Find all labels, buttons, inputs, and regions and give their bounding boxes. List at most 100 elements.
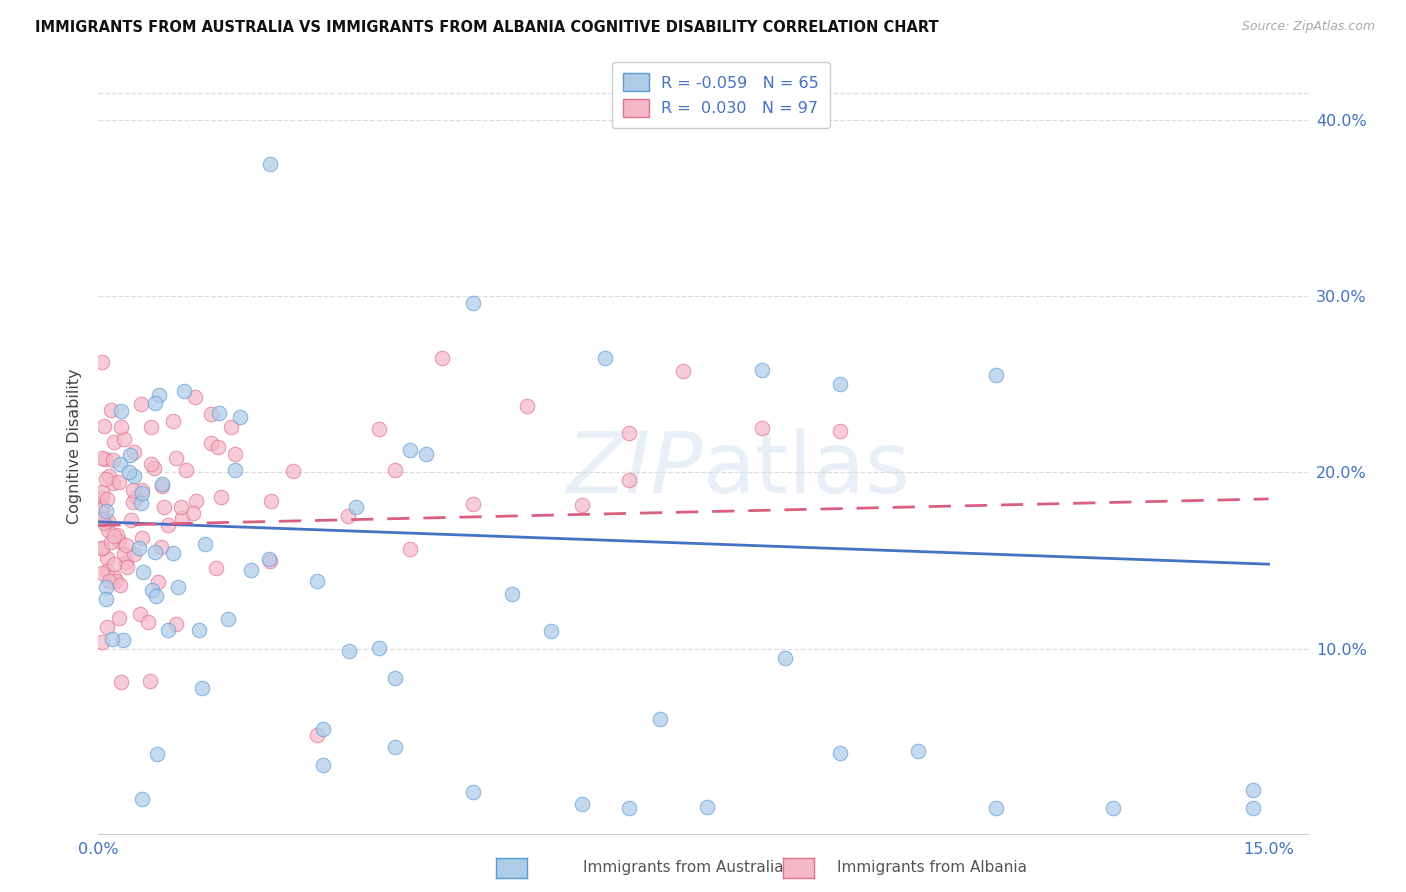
Point — [96, 564, 118, 578]
Point — [156, 518, 179, 533]
Point — [516, 399, 538, 413]
Point — [96, 591, 118, 606]
Point — [260, 493, 283, 508]
Point — [96, 551, 118, 566]
Point — [143, 545, 166, 559]
Point — [115, 560, 138, 574]
Point — [94, 451, 117, 466]
Point — [187, 623, 209, 637]
Point — [122, 445, 145, 459]
Point — [108, 457, 131, 471]
Point — [173, 384, 195, 398]
Point — [165, 617, 187, 632]
Point — [751, 421, 773, 435]
Point — [200, 407, 222, 421]
Point — [91, 502, 114, 516]
Point — [91, 566, 114, 580]
Point — [617, 800, 640, 814]
Point — [146, 574, 169, 589]
Point — [139, 419, 162, 434]
Point — [219, 420, 242, 434]
Point — [430, 351, 453, 365]
Point — [91, 484, 114, 499]
Point — [207, 440, 229, 454]
Point — [122, 495, 145, 509]
Point — [91, 354, 114, 368]
Point — [150, 476, 173, 491]
Point — [162, 414, 184, 428]
Point — [337, 508, 360, 523]
Point — [461, 296, 484, 310]
Point — [105, 574, 128, 588]
Point — [461, 785, 484, 799]
Point — [399, 442, 422, 457]
Point — [368, 422, 391, 436]
Point — [108, 578, 131, 592]
Point — [143, 396, 166, 410]
Point — [148, 388, 170, 402]
Point — [186, 493, 208, 508]
Point — [131, 483, 153, 498]
Point — [122, 483, 145, 497]
Point — [93, 419, 115, 434]
Point — [259, 554, 281, 568]
Point — [208, 406, 231, 420]
Point — [98, 574, 121, 588]
Point — [131, 531, 153, 545]
Point — [103, 453, 125, 467]
Point — [91, 541, 114, 555]
Point — [91, 512, 114, 526]
Point — [141, 583, 163, 598]
Point — [129, 397, 152, 411]
Text: atlas: atlas — [703, 428, 911, 511]
Point — [239, 563, 262, 577]
Point — [907, 744, 929, 758]
Point — [146, 747, 169, 761]
Point — [595, 351, 617, 365]
Point — [205, 560, 228, 574]
Point — [344, 500, 367, 514]
Point — [200, 435, 222, 450]
Point — [150, 479, 173, 493]
Point — [100, 534, 122, 549]
Point — [114, 555, 136, 569]
Point — [337, 644, 360, 658]
Point — [112, 432, 135, 446]
Point — [828, 746, 851, 760]
Point — [108, 534, 131, 549]
Point — [283, 464, 305, 478]
Point — [399, 542, 422, 557]
Point — [1241, 800, 1264, 814]
Point — [100, 402, 122, 417]
Point — [152, 500, 174, 514]
Point — [224, 447, 246, 461]
Point — [696, 800, 718, 814]
Point — [174, 463, 197, 477]
Point — [984, 368, 1007, 383]
Point — [305, 574, 328, 589]
Point — [170, 510, 193, 524]
Point — [305, 728, 328, 742]
Point — [384, 463, 406, 477]
Point — [170, 500, 193, 514]
Point — [984, 800, 1007, 814]
Point — [101, 632, 124, 646]
Point — [132, 565, 155, 579]
Point — [91, 635, 114, 649]
Point — [229, 409, 252, 424]
Point — [111, 633, 134, 648]
Point — [110, 404, 132, 418]
Point — [91, 541, 114, 555]
Point — [129, 607, 152, 621]
Point — [118, 465, 141, 479]
Y-axis label: Cognitive Disability: Cognitive Disability — [66, 368, 82, 524]
Point — [97, 514, 120, 528]
Point — [751, 363, 773, 377]
Point — [312, 722, 335, 736]
Point — [415, 447, 437, 461]
Point — [156, 623, 179, 637]
Point — [115, 538, 138, 552]
Point — [114, 547, 136, 561]
Point — [165, 450, 187, 465]
Point — [571, 797, 593, 812]
